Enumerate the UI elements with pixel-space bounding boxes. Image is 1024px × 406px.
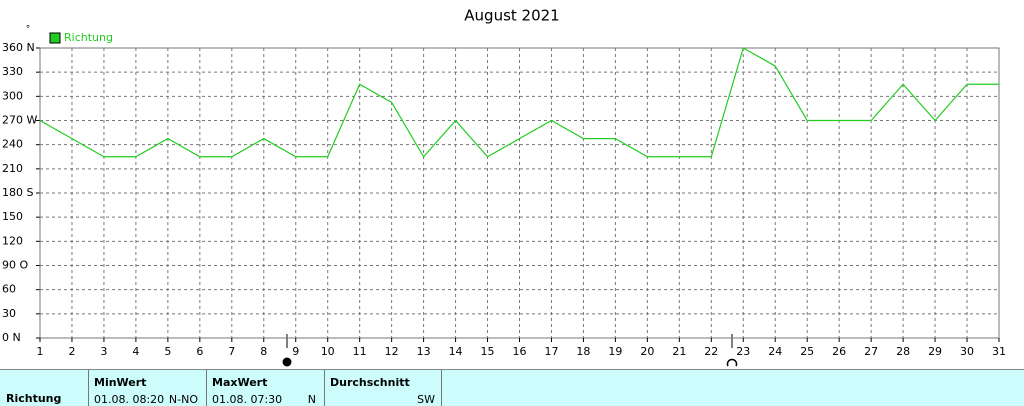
x-tick-label: 6	[196, 345, 203, 358]
y-tick-label: 330	[2, 65, 23, 78]
avg-header: Durchschnitt	[330, 376, 410, 389]
x-tick-label: 14	[449, 345, 463, 358]
x-tick-label: 16	[513, 345, 527, 358]
x-tick-label: 31	[992, 345, 1006, 358]
x-tick-label: 19	[608, 345, 622, 358]
y-tick-label: 210	[2, 162, 23, 175]
x-tick-label: 5	[164, 345, 171, 358]
new-moon-icon	[282, 357, 292, 367]
x-tick-label: 26	[832, 345, 846, 358]
y-tick-label: 90 O	[2, 259, 28, 272]
y-axis-label: °	[26, 25, 31, 35]
y-tick-label: 240	[2, 138, 23, 151]
min-header: MinWert	[94, 376, 147, 389]
x-tick-label: 23	[736, 345, 750, 358]
y-tick-label: 300	[2, 89, 23, 102]
row-cell: Richtung	[0, 370, 89, 406]
x-tick-label: 30	[960, 345, 974, 358]
x-tick-label: 10	[321, 345, 335, 358]
avg-cell: Durchschnitt SW	[324, 370, 442, 406]
x-tick-label: 12	[385, 345, 399, 358]
y-tick-label: 120	[2, 234, 23, 247]
avg-value: SW	[417, 393, 435, 406]
x-tick-label: 8	[260, 345, 267, 358]
x-tick-label: 29	[928, 345, 942, 358]
row-label: Richtung	[6, 392, 62, 405]
y-tick-label: 30	[2, 307, 16, 320]
y-tick-label: 270 W	[2, 114, 37, 127]
x-tick-label: 1	[37, 345, 44, 358]
max-time: 01.08. 07:30	[212, 393, 283, 406]
x-tick-label: 11	[353, 345, 367, 358]
full-moon-icon	[726, 358, 738, 367]
min-value: N-NO	[168, 393, 198, 406]
x-tick-label: 20	[640, 345, 654, 358]
x-tick-label: 4	[132, 345, 139, 358]
x-tick-label: 27	[864, 345, 878, 358]
legend-label: Richtung	[64, 31, 113, 44]
y-tick-label: 180 S	[2, 186, 33, 199]
legend-swatch	[49, 32, 61, 44]
min-cell: MinWert 01.08. 08:20 N-NO	[88, 370, 207, 406]
x-tick-label: 22	[704, 345, 718, 358]
max-value: N	[307, 393, 316, 406]
y-tick-label: 0 N	[2, 331, 21, 344]
y-tick-label: 60	[2, 283, 16, 296]
chart-title: August 2021	[464, 7, 559, 25]
x-tick-label: 3	[100, 345, 107, 358]
y-tick-label: 360 N	[2, 41, 35, 54]
x-tick-label: 15	[481, 345, 495, 358]
max-cell: MaxWert 01.08. 07:30 N	[206, 370, 325, 406]
data-line	[39, 47, 999, 158]
y-tick-label: 150	[2, 210, 23, 223]
x-tick-label: 17	[544, 345, 558, 358]
x-tick-label: 13	[417, 345, 431, 358]
x-tick-label: 2	[68, 345, 75, 358]
x-tick-label: 9	[292, 345, 299, 358]
x-tick-label: 25	[800, 345, 814, 358]
x-tick-label: 18	[576, 345, 590, 358]
x-tick-label: 28	[896, 345, 910, 358]
summary-panel: Richtung MinWert 01.08. 08:20 N-NO MaxWert…	[0, 369, 1024, 406]
x-tick-label: 21	[672, 345, 686, 358]
min-time: 01.08. 08:20	[94, 393, 165, 406]
x-tick-label: 24	[768, 345, 782, 358]
max-header: MaxWert	[212, 376, 268, 389]
x-tick-label: 7	[228, 345, 235, 358]
